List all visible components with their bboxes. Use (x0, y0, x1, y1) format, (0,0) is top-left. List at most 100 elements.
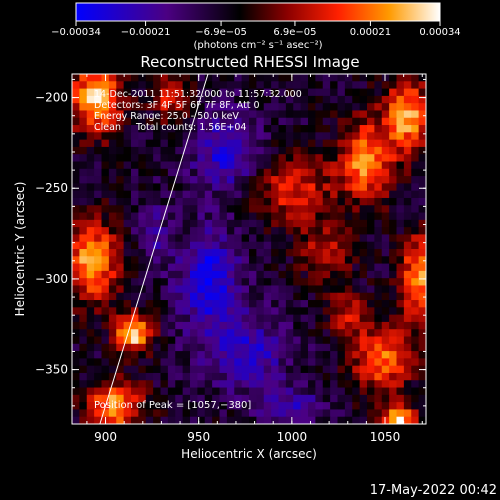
heatmap-cell (86, 402, 95, 410)
heatmap-cell (285, 416, 294, 424)
heatmap-cell (79, 197, 88, 206)
heatmap-cell (403, 321, 412, 330)
heatmap-cell (138, 205, 147, 213)
heatmap-cell (116, 227, 125, 235)
heatmap-cell (226, 256, 235, 264)
heatmap-cell (197, 249, 206, 257)
heatmap-cell (182, 292, 191, 301)
heatmap-cell (389, 329, 397, 337)
heatmap-cell (278, 103, 287, 111)
heatmap-cell (182, 300, 191, 308)
heatmap-cell (403, 161, 412, 170)
heatmap-cell (160, 256, 169, 264)
heatmap-cell (352, 74, 361, 82)
heatmap-cell (131, 278, 139, 286)
heatmap-cell (367, 190, 375, 199)
heatmap-cell (175, 219, 184, 228)
heatmap-cell (300, 285, 309, 294)
heatmap-cell (86, 103, 95, 111)
heatmap-cell (234, 190, 243, 199)
heatmap-cell (79, 117, 88, 126)
heatmap-cell (138, 95, 147, 104)
heatmap-cell (101, 161, 110, 170)
heatmap-cell (285, 380, 294, 388)
heatmap-cell (123, 168, 132, 177)
heatmap-cell (315, 154, 324, 162)
heatmap-cell (403, 146, 412, 155)
heatmap-cell (308, 168, 316, 177)
heatmap-cell (344, 146, 353, 155)
heatmap-cell (315, 161, 324, 170)
heatmap-cell (249, 132, 257, 141)
heatmap-cell (123, 402, 132, 410)
heatmap-cell (197, 285, 206, 294)
heatmap-cell (131, 190, 139, 199)
heatmap-cell (204, 358, 213, 367)
heatmap-cell (337, 358, 346, 367)
heatmap-cell (411, 241, 420, 250)
heatmap-cell (411, 95, 420, 104)
heatmap-cell (263, 270, 272, 279)
heatmap-cell (278, 329, 287, 337)
heatmap-cell (138, 176, 147, 184)
heatmap-cell (308, 394, 316, 403)
heatmap-cell (175, 183, 184, 192)
heatmap-cell (278, 81, 287, 89)
heatmap-cell (94, 81, 102, 89)
heatmap-cell (403, 409, 412, 418)
heatmap-cell (359, 300, 368, 308)
heatmap-cell (234, 110, 243, 119)
heatmap-cell (315, 329, 324, 337)
heatmap-cell (315, 249, 324, 257)
heatmap-cell (359, 256, 368, 264)
heatmap-cell (322, 314, 331, 323)
heatmap-cell (411, 74, 420, 82)
heatmap-cell (389, 212, 397, 221)
heatmap-cell (278, 190, 287, 199)
heatmap-cell (278, 372, 287, 381)
heatmap-cell (241, 394, 250, 403)
heatmap-cell (263, 154, 272, 162)
heatmap-cell (72, 270, 80, 279)
heatmap-cell (285, 227, 294, 235)
heatmap-cell (79, 365, 88, 374)
heatmap-cell (138, 321, 147, 330)
heatmap-cell (359, 394, 368, 403)
heatmap-cell (381, 241, 390, 250)
heatmap-cell (381, 183, 390, 192)
heatmap-cell (263, 168, 272, 177)
heatmap-cell (153, 394, 161, 403)
heatmap-cell (204, 343, 213, 352)
heatmap-cell (285, 343, 294, 352)
heatmap-cell (79, 329, 88, 337)
heatmap-cell (293, 314, 302, 323)
heatmap-cell (411, 117, 420, 126)
heatmap-cell (293, 300, 302, 308)
heatmap-cell (344, 110, 353, 119)
heatmap-cell (249, 263, 257, 272)
heatmap-cell (79, 154, 88, 162)
heatmap-cell (418, 190, 426, 199)
heatmap-cell (241, 336, 250, 345)
heatmap-cell (101, 139, 110, 148)
heatmap-cell (403, 81, 412, 89)
heatmap-cell (212, 351, 220, 359)
heatmap-cell (101, 409, 110, 418)
heatmap-cell (411, 219, 420, 228)
heatmap-cell (175, 234, 184, 243)
heatmap-cell (278, 402, 287, 410)
colorbar-tick-label: 0.00021 (350, 27, 391, 38)
heatmap-cell (315, 190, 324, 199)
heatmap-cell (123, 292, 132, 301)
heatmap-cell (293, 285, 302, 294)
heatmap-cell (153, 161, 161, 170)
heatmap-cell (182, 402, 191, 410)
heatmap-cell (160, 387, 169, 396)
heatmap-cell (344, 358, 353, 367)
heatmap-cell (123, 409, 132, 418)
heatmap-cell (79, 380, 88, 388)
heatmap-cell (219, 168, 228, 177)
heatmap-cell (167, 329, 176, 337)
heatmap-cell (226, 270, 235, 279)
chart-title: Reconstructed RHESSI Image (140, 53, 359, 71)
